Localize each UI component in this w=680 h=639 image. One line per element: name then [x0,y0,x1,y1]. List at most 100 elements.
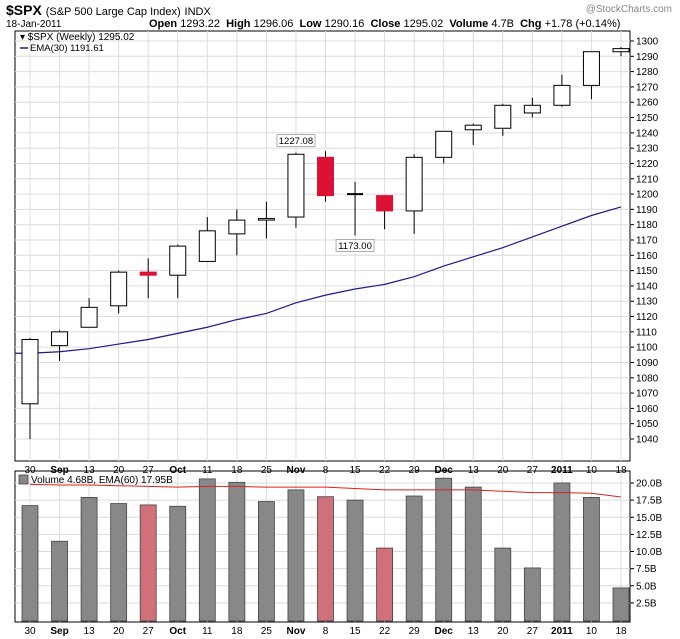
price-y-label: 1070 [636,389,659,400]
price-x-label: 20 [113,465,125,476]
volume-x-label: 15 [349,626,361,637]
volume-ema-line [29,483,622,498]
low-label: Low [299,18,322,30]
price-x-label: 27 [143,465,155,476]
price-y-label: 1260 [636,98,659,109]
candle-body [257,218,275,221]
volume-y-label: 15.0B [636,513,662,524]
volume-bar [612,587,630,622]
legend-volume-swatch [18,474,29,485]
price-y-label: 1110 [636,327,657,338]
volume-bar [346,499,364,622]
price-y-label: 1230 [636,144,659,155]
price-x-label: 18 [231,465,243,476]
price-annotation-box [276,134,316,148]
volume-bar [228,481,246,622]
volume-x-label: 27 [527,626,539,637]
price-x-label: Sep [50,465,68,476]
candle-body [51,331,69,347]
volume-x-label: 11 [202,626,213,637]
volume-bar [21,505,39,622]
price-y-label: 1200 [636,190,659,201]
volume-bar [169,505,187,622]
price-x-label: 18 [615,465,627,476]
price-x-label: 27 [527,465,539,476]
volume-x-label: 22 [379,626,391,637]
price-x-label: 25 [261,465,273,476]
candle-body [80,306,98,328]
price-panel-frame [14,30,631,462]
price-x-label: Nov [286,465,305,476]
candle-body [169,245,187,276]
price-y-label: 1290 [636,52,659,63]
volume-y-label: 10.0B [636,547,662,558]
price-x-label: 15 [349,465,361,476]
volume-x-label: 25 [261,626,273,637]
candle-body [464,124,482,131]
volume-bar [405,495,423,622]
candle-body [405,156,423,212]
volume-bar [553,482,571,622]
exchange: INDX [184,6,211,18]
volume-bar [198,478,216,622]
symbol: $SPX [6,2,42,18]
close-label: Close [370,18,401,30]
candle-body [582,51,600,86]
volume-x-label: 20 [113,626,125,637]
index-name: (S&P 500 Large Cap Index) [45,6,181,18]
price-y-label: 1250 [636,113,659,124]
volume-bar [583,496,600,622]
volume-bar [435,477,453,622]
volume-bar [523,567,541,622]
price-x-label: 10 [586,465,598,476]
low-value: 1290.16 [324,18,365,30]
volume-y-label: 2.5B [636,598,657,609]
price-x-label: 29 [409,465,421,476]
volume-bar [110,503,128,622]
volume-x-label: 8 [323,626,329,637]
volume-y-label: 12.5B [636,530,662,541]
volume-bar [464,486,482,622]
price-y-label: 1190 [636,205,658,216]
candle-body [553,84,571,106]
volume-bar [257,501,275,622]
candle-body [376,195,394,212]
ema30-line [15,206,622,354]
price-y-label: 1210 [636,174,659,185]
price-y-label: 1280 [636,67,659,78]
price-annotation: 1173.00 [338,241,372,252]
volume-x-label: 27 [143,626,155,637]
chart-title: $SPX (S&P 500 Large Cap Index) INDX [6,2,211,18]
legend-volume: Volume 4.68B, EMA(60) 17.95B [31,475,173,486]
volume-x-label: Oct [169,626,186,637]
price-y-label: 1040 [636,435,659,446]
price-y-label: 1270 [636,82,659,93]
close-value: 1295.02 [403,18,444,30]
volume-x-label: 2011 [551,626,573,637]
price-y-label: 1100 [636,343,658,354]
price-y-label: 1220 [636,159,659,170]
price-y-label: 1150 [636,266,658,277]
volume-x-label: 30 [24,626,36,637]
volume-x-label: 29 [409,626,421,637]
price-x-label: 8 [323,465,329,476]
price-y-label: 1300 [636,37,659,48]
volume-bar [287,489,305,622]
candle-body [228,219,246,235]
volume-bar [80,496,98,622]
open-label: Open [149,18,178,30]
price-annotation: 1227.08 [279,136,313,147]
open-value: 1293.22 [180,18,220,30]
volume-x-label: Sep [50,626,68,637]
candle-body [523,104,541,114]
candle-body [21,339,39,405]
price-y-label: 1120 [636,312,658,323]
quote-date: 18-Jan-2011 [6,19,62,30]
candle-body [317,156,334,197]
legend-spx: ▾ $SPX (Weekly) 1295.02 [20,32,135,43]
volume-y-label: 17.5B [636,496,662,507]
volume-x-label: Nov [286,626,305,637]
price-x-label: Dec [435,465,454,476]
volume-x-label: 18 [231,626,243,637]
